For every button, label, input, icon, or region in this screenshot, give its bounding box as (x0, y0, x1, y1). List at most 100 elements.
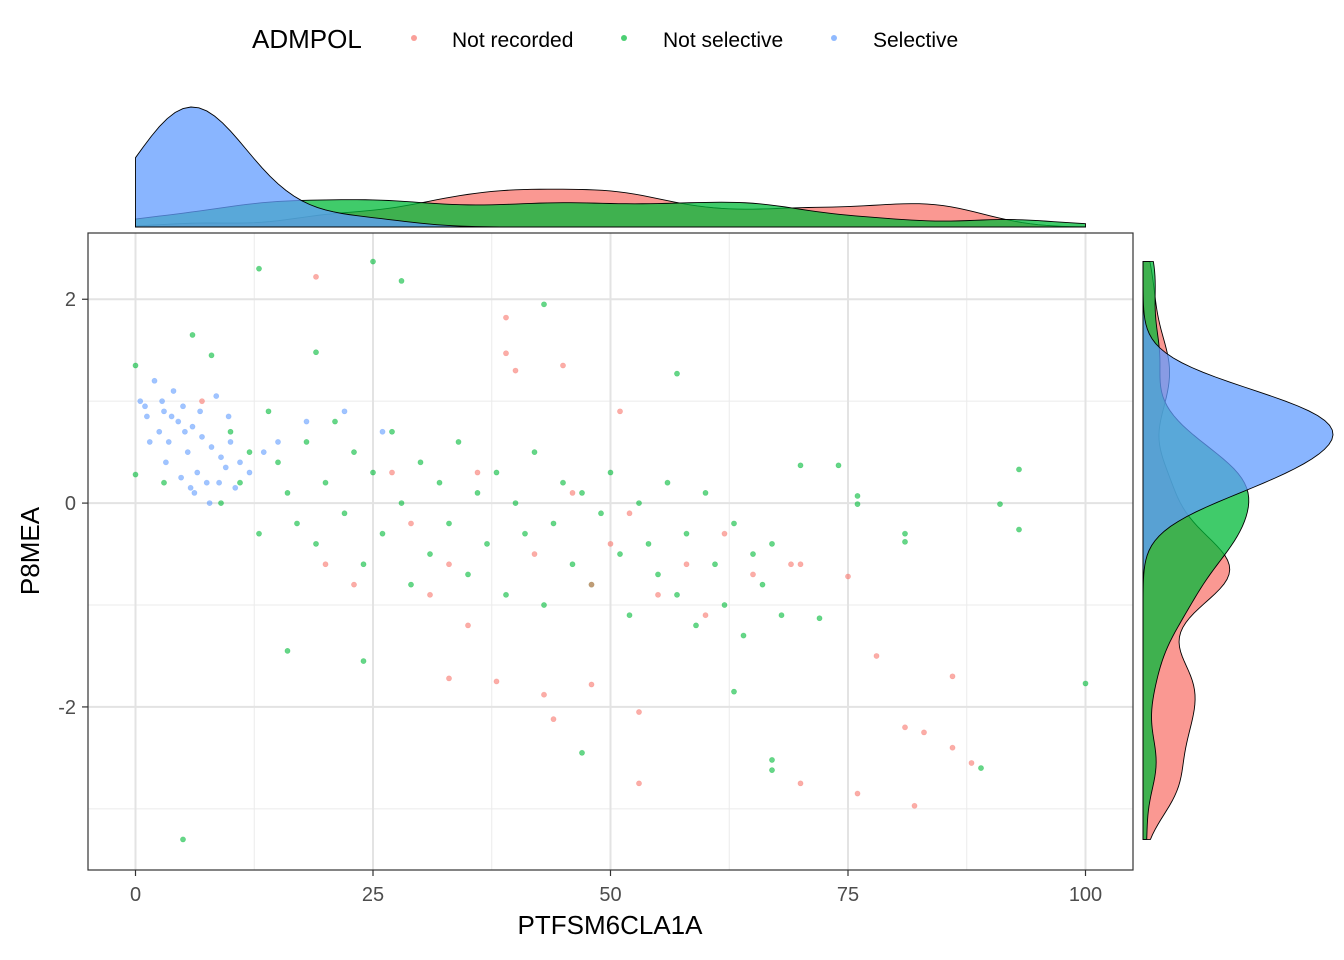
right-marginal-density (1142, 261, 1334, 840)
point-selective (222, 464, 229, 471)
legend-label-not-selective: Not selective (663, 29, 783, 52)
point-not-recorded (702, 612, 709, 619)
point-selective (216, 479, 222, 486)
point-not-recorded (655, 591, 661, 598)
point-not-recorded (854, 790, 861, 797)
point-not-selective (902, 530, 908, 537)
point-not-selective (702, 489, 709, 496)
point-not-recorded (351, 581, 357, 588)
legend-key-not-recorded (411, 35, 417, 41)
point-selective (341, 408, 348, 415)
point-not-selective (313, 540, 319, 547)
point-not-selective (161, 479, 167, 486)
point-selective (227, 439, 234, 445)
point-not-selective (503, 591, 509, 598)
point-not-selective (731, 520, 737, 527)
point-not-recorded (474, 469, 481, 476)
top-density-selective (135, 106, 1086, 228)
y-axis-ticks: -2 0 2 (58, 289, 88, 719)
point-not-recorded (550, 716, 557, 723)
point-not-selective (132, 471, 139, 478)
point-not-selective (759, 581, 766, 588)
point-selective (218, 454, 224, 461)
point-not-selective (474, 489, 481, 496)
point-not-selective (1016, 466, 1022, 473)
point-selective (165, 439, 172, 445)
point-not-selective (265, 408, 272, 415)
point-not-selective (674, 591, 680, 598)
point-not-selective (655, 571, 661, 578)
plot-panel (87, 232, 1134, 871)
point-not-selective (313, 349, 319, 356)
point-not-recorded (626, 510, 633, 517)
point-not-recorded (493, 678, 500, 685)
point-not-selective (550, 520, 557, 527)
point-not-selective (189, 332, 196, 338)
point-not-recorded (911, 802, 918, 809)
point-not-recorded (797, 780, 804, 787)
point-not-recorded (845, 573, 851, 580)
point-not-recorded (968, 760, 975, 766)
point-selective (143, 413, 150, 420)
point-not-selective (332, 418, 338, 425)
point-not-selective (626, 612, 633, 619)
point-not-selective (360, 561, 367, 568)
point-not-selective (569, 561, 576, 568)
point-not-selective (797, 462, 804, 469)
point-not-selective (1016, 526, 1022, 533)
data-points (132, 258, 1089, 843)
point-selective (275, 439, 281, 445)
point-not-selective (256, 530, 262, 537)
point-not-recorded (636, 780, 642, 787)
point-not-selective (218, 500, 224, 506)
point-not-recorded (503, 314, 509, 321)
point-not-selective (712, 561, 718, 568)
point-not-selective (664, 479, 671, 486)
point-not-recorded (541, 691, 547, 698)
point-selective (137, 398, 144, 405)
legend-key-selective (831, 35, 837, 41)
point-not-recorded (902, 724, 908, 731)
point-selective (142, 403, 148, 410)
point-not-selective (379, 530, 386, 537)
point-selective (161, 408, 167, 415)
point-not-recorded (446, 675, 452, 682)
point-not-selective (370, 469, 376, 476)
point-not-selective (769, 540, 775, 547)
x-tick-label: 0 (130, 884, 141, 906)
point-selective (206, 500, 213, 506)
point-not-selective (436, 479, 443, 486)
point-not-selective (997, 501, 1003, 508)
point-not-recorded (199, 398, 205, 405)
point-not-selective (284, 647, 291, 654)
point-not-selective (769, 767, 775, 774)
point-selective (168, 413, 175, 420)
point-not-selective (1082, 680, 1089, 687)
point-not-selective (246, 449, 253, 456)
point-not-selective (579, 489, 585, 496)
point-not-recorded (531, 551, 538, 557)
point-not-recorded (588, 581, 595, 588)
point-not-recorded (503, 350, 509, 357)
point-not-selective (560, 479, 566, 486)
point-not-recorded (788, 561, 794, 568)
point-not-recorded (721, 530, 728, 537)
point-not-selective (598, 510, 604, 517)
point-not-recorded (949, 673, 956, 680)
point-selective (159, 398, 165, 405)
point-not-selective (835, 462, 842, 469)
legend-title: ADMPOL (252, 24, 362, 54)
point-not-recorded (569, 489, 576, 496)
point-not-selective (816, 615, 823, 622)
point-not-selective (370, 258, 376, 265)
point-selective (146, 439, 153, 445)
point-selective (178, 474, 184, 481)
point-not-selective (484, 540, 490, 547)
point-not-selective (256, 265, 262, 272)
x-tick-label: 100 (1069, 884, 1102, 906)
point-not-recorded (607, 540, 614, 547)
point-not-selective (740, 632, 747, 639)
point-not-selective (227, 428, 234, 435)
point-not-selective (341, 510, 348, 517)
point-selective (151, 377, 158, 384)
